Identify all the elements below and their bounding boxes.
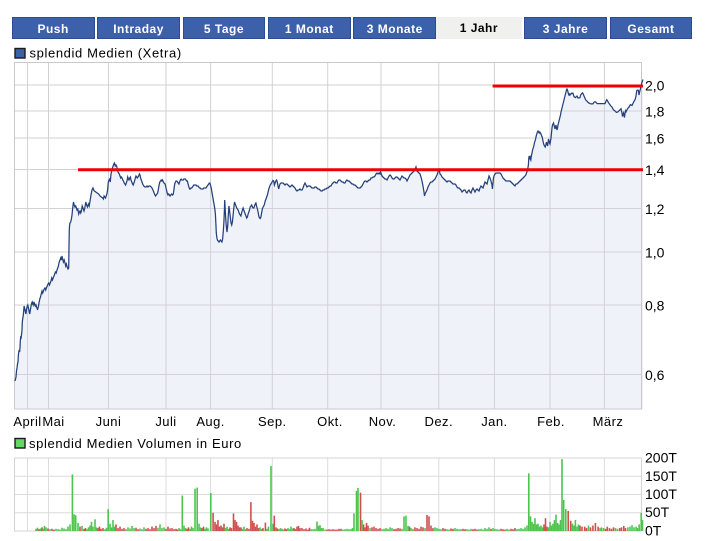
svg-text:splendid Medien Volumen in Eur: splendid Medien Volumen in Euro [29,436,242,451]
svg-text:0T: 0T [645,523,662,539]
svg-text:2,0: 2,0 [645,78,665,94]
svg-text:Sep.: Sep. [258,414,287,429]
svg-text:150T: 150T [645,468,677,484]
svg-text:Okt.: Okt. [317,414,343,429]
svg-text:0,8: 0,8 [645,298,665,314]
svg-text:Jan.: Jan. [481,414,507,429]
svg-text:April: April [13,414,41,429]
svg-text:Aug.: Aug. [196,414,225,429]
svg-text:50T: 50T [645,504,670,520]
svg-text:200T: 200T [645,450,677,466]
svg-text:splendid Medien (Xetra): splendid Medien (Xetra) [30,46,182,61]
svg-text:Dez.: Dez. [425,414,454,429]
svg-text:Juni: Juni [96,414,122,429]
svg-text:Juli: Juli [155,414,176,429]
svg-text:Mai: Mai [42,414,64,429]
svg-text:1,0: 1,0 [645,245,665,261]
svg-text:1,6: 1,6 [645,131,665,147]
svg-text:1,4: 1,4 [645,162,665,178]
svg-text:März: März [593,414,624,429]
svg-text:0,6: 0,6 [645,367,665,383]
svg-text:100T: 100T [645,486,677,502]
svg-text:Nov.: Nov. [369,414,397,429]
svg-text:1,8: 1,8 [645,104,665,120]
svg-text:Feb.: Feb. [537,414,565,429]
svg-text:1,2: 1,2 [645,201,665,217]
